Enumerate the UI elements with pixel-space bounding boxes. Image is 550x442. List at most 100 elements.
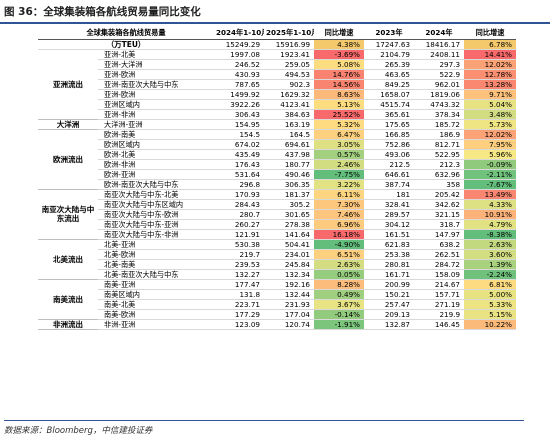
value-cell: 209.13 bbox=[364, 309, 415, 320]
growth-cell: -0.14% bbox=[314, 309, 365, 320]
growth-cell: -2.24% bbox=[464, 269, 517, 280]
value-cell: 342.62 bbox=[414, 199, 465, 210]
value-cell: 185.72 bbox=[414, 119, 465, 130]
value-cell: 284.43 bbox=[214, 199, 265, 210]
table-row: 南美流出 南美-亚洲 177.47 192.16 8.28% 200.99 214.67 6.… bbox=[38, 279, 517, 320]
value-cell: 150.21 bbox=[364, 289, 415, 300]
growth-cell: -1.91% bbox=[314, 319, 365, 330]
value-cell: 141.64 bbox=[264, 229, 315, 240]
growth-cell: 14.41% bbox=[464, 49, 517, 60]
route-label: 非洲-亚洲 bbox=[98, 319, 215, 330]
route-label: 北美-亚洲 bbox=[98, 239, 215, 250]
route-label: 欧洲-非洲 bbox=[98, 159, 215, 170]
value-cell: 531.64 bbox=[214, 169, 265, 180]
growth-cell: 12.78% bbox=[464, 69, 517, 80]
table-row: 亚洲流出 亚洲-北美 1997.08 1923.41 -3.69% 2104.79 2408… bbox=[38, 49, 517, 120]
value-cell: 435.49 bbox=[214, 149, 265, 160]
region-label: 非洲流出 bbox=[38, 319, 98, 330]
value-cell: 378.34 bbox=[414, 109, 465, 120]
growth-cell: -3.69% bbox=[314, 49, 365, 60]
value-cell: 205.42 bbox=[414, 189, 465, 200]
value-cell: 132.34 bbox=[264, 269, 315, 280]
value-cell: 4743.32 bbox=[414, 99, 465, 110]
value-cell: 260.27 bbox=[214, 219, 265, 230]
growth-cell: 2.63% bbox=[464, 239, 517, 250]
table-row: 南亚次大陆与中东区域内 284.43 305.2 7.30% 328.41 342.62 4… bbox=[38, 199, 517, 210]
value-cell: 164.5 bbox=[264, 129, 315, 140]
table-body: （万TEU） 15249.29 15916.99 4.38% 17247.63 18416… bbox=[38, 39, 517, 330]
value-cell: 265.39 bbox=[364, 59, 415, 70]
value-cell: 219.7 bbox=[214, 249, 265, 260]
column-header: 全球集装箱各航线贸易量 bbox=[38, 27, 215, 40]
value-cell: 257.47 bbox=[364, 299, 415, 310]
growth-cell: 3.48% bbox=[464, 109, 517, 120]
value-cell: 296.8 bbox=[214, 179, 265, 190]
value-cell: 280.7 bbox=[214, 209, 265, 220]
trade-volume-table: 全球集装箱各航线贸易量 2024年1-10月 2025年1-10月 同比增速 2023年… bbox=[38, 27, 517, 330]
column-header: 2023年 bbox=[364, 27, 415, 40]
growth-cell: 8.63% bbox=[314, 89, 365, 100]
value-cell: 304.12 bbox=[364, 219, 415, 230]
value-cell: 632.96 bbox=[414, 169, 465, 180]
growth-cell: 6.81% bbox=[464, 279, 517, 290]
route-label: 南亚次大陆与中东-北美 bbox=[98, 189, 215, 200]
table-row: 北美-欧洲 219.7 234.01 6.51% 253.38 262.51 3.60% bbox=[38, 249, 517, 260]
table-row: 欧洲-非洲 176.43 180.77 2.46% 212.5 212.3 -0.09% bbox=[38, 159, 517, 170]
growth-cell: 5.00% bbox=[464, 289, 517, 300]
value-cell: 176.43 bbox=[214, 159, 265, 170]
growth-cell: 4.33% bbox=[464, 199, 517, 210]
growth-cell: 5.13% bbox=[314, 99, 365, 110]
value-cell: 234.01 bbox=[264, 249, 315, 260]
column-header: 2024年 bbox=[414, 27, 465, 40]
growth-cell: 3.60% bbox=[464, 249, 517, 260]
value-cell: 132.87 bbox=[364, 319, 415, 330]
value-cell: 192.16 bbox=[264, 279, 315, 290]
growth-cell: 5.08% bbox=[314, 59, 365, 70]
value-cell: 2408.11 bbox=[414, 49, 465, 60]
value-cell: 646.61 bbox=[364, 169, 415, 180]
region-label: 北美流出 bbox=[38, 239, 98, 280]
value-cell: 3922.26 bbox=[214, 99, 265, 110]
value-cell: 494.53 bbox=[264, 69, 315, 80]
growth-cell: 5.32% bbox=[314, 119, 365, 130]
value-cell: 1499.92 bbox=[214, 89, 265, 100]
value-cell: 161.51 bbox=[364, 229, 415, 240]
table-row: 亚洲-南亚次大陆与中东 787.65 902.3 14.56% 849.25 962.01… bbox=[38, 79, 517, 90]
value-cell: 530.38 bbox=[214, 239, 265, 250]
value-cell: 1923.41 bbox=[264, 49, 315, 60]
table-row: 欧洲-南亚次大陆与中东 296.8 306.35 3.22% 387.74 358 -7.6… bbox=[38, 179, 517, 190]
growth-cell: 14.56% bbox=[314, 79, 365, 90]
growth-cell: 5.73% bbox=[464, 119, 517, 130]
table-row: 南美-欧洲 177.29 177.04 -0.14% 209.13 219.9 5.15% bbox=[38, 309, 517, 320]
value-cell: 15249.29 bbox=[214, 39, 265, 50]
value-cell: 157.71 bbox=[414, 289, 465, 300]
value-cell: 212.3 bbox=[414, 159, 465, 170]
route-label: 欧洲-南亚次大陆与中东 bbox=[98, 179, 215, 190]
growth-cell: 1.39% bbox=[464, 259, 517, 270]
value-cell: 305.2 bbox=[264, 199, 315, 210]
value-cell: 163.19 bbox=[264, 119, 315, 130]
value-cell: 121.91 bbox=[214, 229, 265, 240]
table-row: 亚洲-欧洲 430.93 494.53 14.76% 463.65 522.9 12.78% bbox=[38, 69, 517, 80]
value-cell: 306.43 bbox=[214, 109, 265, 120]
region-label: 南亚次大陆与中东流出 bbox=[38, 189, 98, 240]
route-label: 欧洲-北美 bbox=[98, 149, 215, 160]
value-cell: 694.61 bbox=[264, 139, 315, 150]
table-row: 亚洲-欧洲 1499.92 1629.32 8.63% 1658.07 1819.06 9.… bbox=[38, 89, 517, 100]
growth-cell: -7.75% bbox=[314, 169, 365, 180]
growth-cell: 0.05% bbox=[314, 269, 365, 280]
growth-cell: 3.05% bbox=[314, 139, 365, 150]
value-cell: 318.7 bbox=[414, 219, 465, 230]
value-cell: 15916.99 bbox=[264, 39, 315, 50]
table-row: 欧洲-北美 435.49 437.98 0.57% 493.06 522.95 5.96% bbox=[38, 149, 517, 160]
route-label: 大洋洲-亚洲 bbox=[98, 119, 215, 130]
route-label: 北美-欧洲 bbox=[98, 249, 215, 260]
value-cell: 177.04 bbox=[264, 309, 315, 320]
table-row: 亚洲-非洲 306.43 384.63 25.52% 365.61 378.34 3.48% bbox=[38, 109, 517, 120]
growth-cell: -0.09% bbox=[464, 159, 517, 170]
source-note: 数据来源：Bloomberg，中信建投证券 bbox=[4, 420, 524, 437]
growth-cell: -4.90% bbox=[314, 239, 365, 250]
route-label: 亚洲-欧洲 bbox=[98, 69, 215, 80]
growth-cell: 5.33% bbox=[464, 299, 517, 310]
growth-cell: 16.18% bbox=[314, 229, 365, 240]
